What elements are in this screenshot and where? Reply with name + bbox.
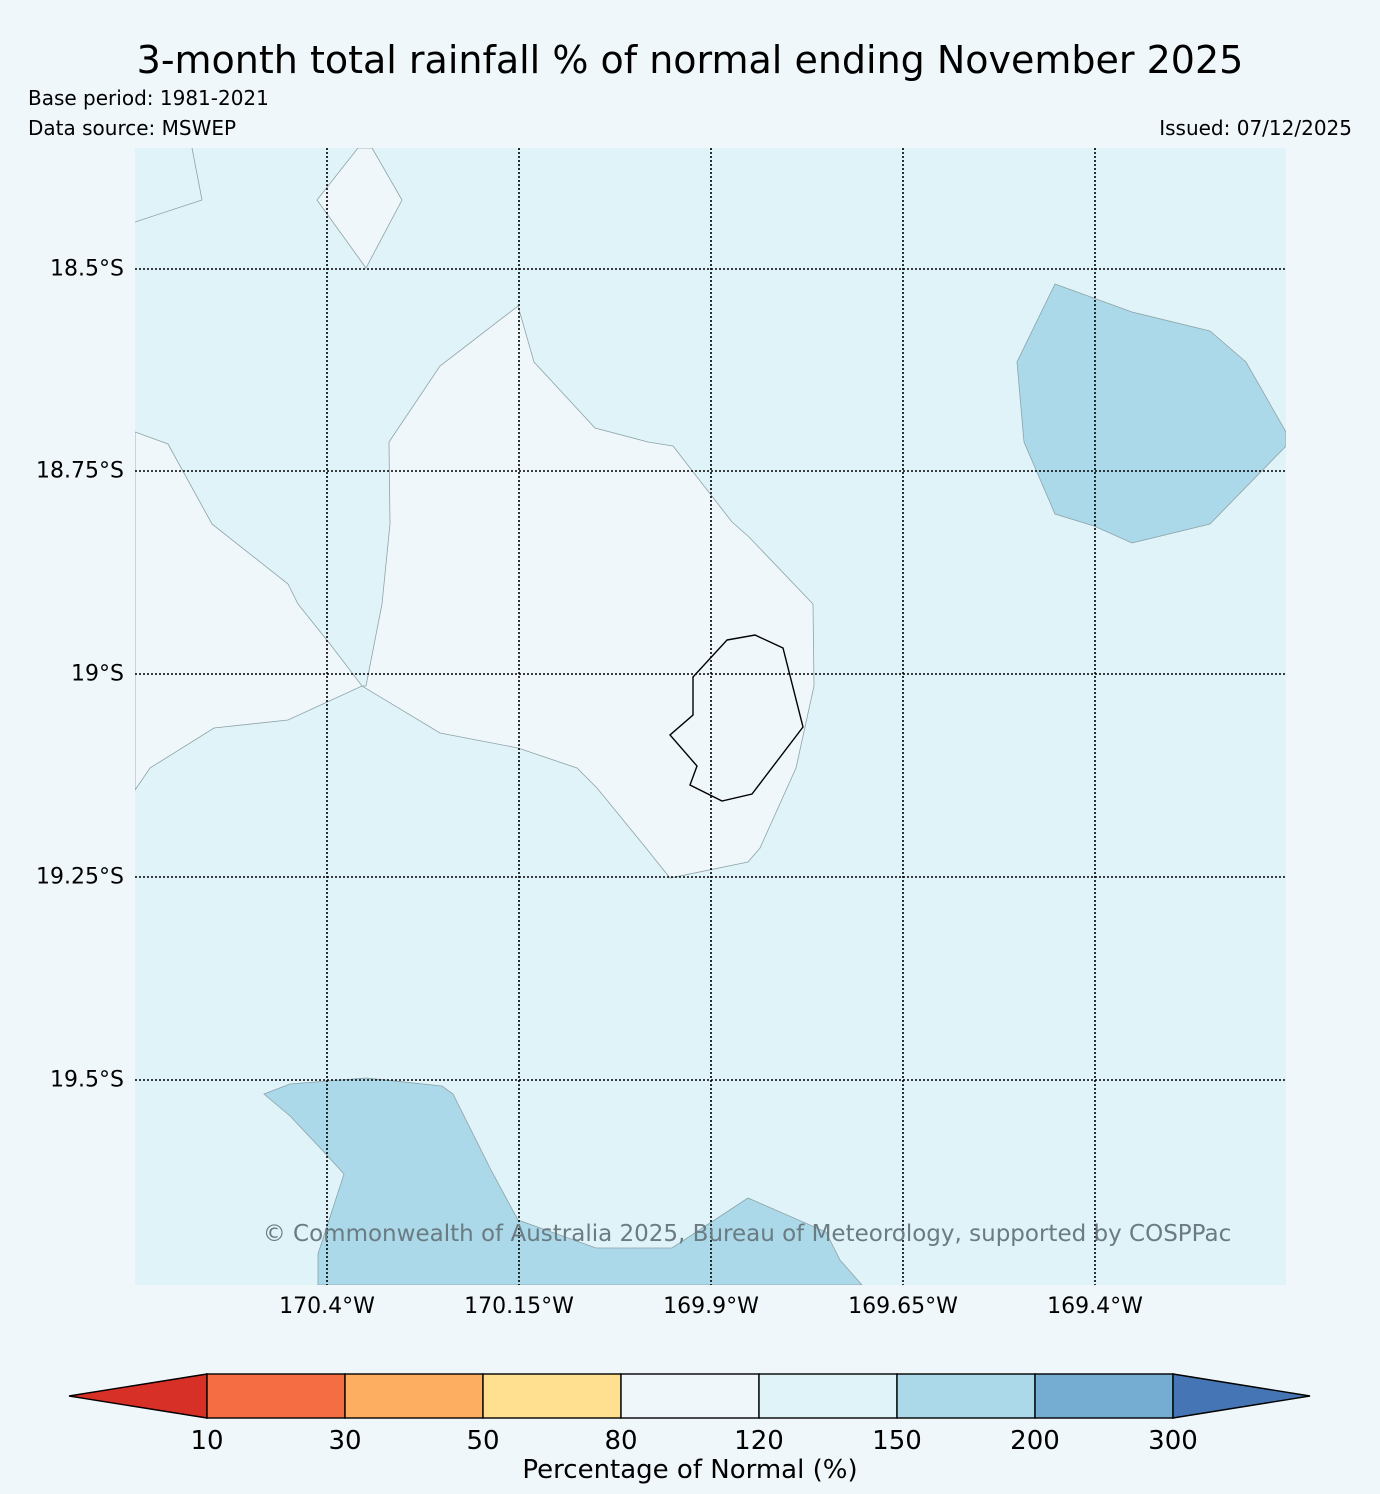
base-period: Base period: 1981-2021 xyxy=(28,86,269,110)
colorbar-segment-gt300 xyxy=(1172,1373,1311,1419)
lon-label-169-65: 169.65°W xyxy=(848,1294,958,1319)
colorbar-segment-10-30 xyxy=(206,1373,346,1419)
central-normal-region xyxy=(135,305,815,879)
east-wet-region xyxy=(1016,283,1286,544)
data-source: Data source: MSWEP xyxy=(28,116,237,140)
colorbar-segment-50-80 xyxy=(482,1373,622,1419)
colorbar-label-300: 300 xyxy=(1148,1426,1198,1456)
colorbar-segment-150-200 xyxy=(896,1373,1036,1419)
colorbar-label-10: 10 xyxy=(190,1426,224,1456)
niue-island xyxy=(669,634,804,802)
colorbar-segment-30-50 xyxy=(344,1373,484,1419)
lat-label-19-5: 19.5°S xyxy=(50,1067,124,1093)
colorbar xyxy=(68,1373,1311,1419)
map-title: 3-month total rainfall % of normal endin… xyxy=(136,38,1244,82)
lon-label-170-15: 170.15°W xyxy=(464,1294,574,1319)
colorbar-segment-80-120 xyxy=(620,1373,760,1419)
colorbar-segment-120-150 xyxy=(758,1373,898,1419)
north-normal-region xyxy=(316,148,403,269)
lat-label-19-25: 19.25°S xyxy=(36,864,124,890)
colorbar-label-50: 50 xyxy=(466,1426,500,1456)
colorbar-label-30: 30 xyxy=(328,1426,362,1456)
colorbar-label-200: 200 xyxy=(1010,1426,1060,1456)
map-area: © Commonwealth of Australia 2025, Bureau… xyxy=(135,148,1286,1285)
colorbar-label-80: 80 xyxy=(604,1426,638,1456)
south-wet-region xyxy=(263,1077,863,1285)
lat-label-19: 19°S xyxy=(71,661,124,687)
issued-date: Issued: 07/12/2025 xyxy=(1159,116,1352,140)
colorbar-label-120: 120 xyxy=(734,1426,784,1456)
colorbar-title: Percentage of Normal (%) xyxy=(522,1455,858,1485)
lon-label-169-9: 169.9°W xyxy=(663,1294,759,1319)
lat-label-18-5: 18.5°S xyxy=(50,256,124,282)
colorbar-segment-lt10 xyxy=(68,1373,208,1419)
lon-label-170-4: 170.4°W xyxy=(279,1294,375,1319)
lon-label-169-4: 169.4°W xyxy=(1047,1294,1143,1319)
colorbar-segment-200-300 xyxy=(1034,1373,1174,1419)
lat-label-18-75: 18.75°S xyxy=(36,458,124,484)
copyright-text: © Commonwealth of Australia 2025, Bureau… xyxy=(263,1221,1232,1247)
colorbar-label-150: 150 xyxy=(872,1426,922,1456)
gridlines xyxy=(135,148,1286,1285)
